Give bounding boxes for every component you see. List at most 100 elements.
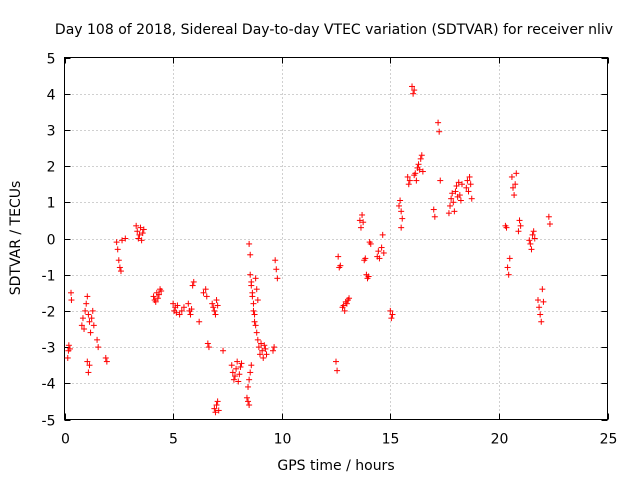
data-point	[102, 354, 109, 361]
data-point	[117, 268, 124, 275]
data-point	[357, 224, 364, 231]
data-point	[466, 173, 473, 180]
data-point	[233, 365, 240, 372]
data-point	[94, 336, 101, 343]
grid	[64, 57, 608, 420]
data-point	[213, 402, 220, 409]
data-point	[451, 208, 458, 215]
data-point	[411, 87, 418, 94]
data-point	[430, 206, 437, 213]
data-point	[246, 376, 253, 383]
data-point	[90, 322, 97, 329]
plot-frame	[64, 57, 608, 420]
data-point	[249, 293, 256, 300]
data-point	[335, 253, 342, 260]
data-point	[409, 83, 416, 90]
data-point	[185, 300, 192, 307]
data-point	[254, 336, 261, 343]
data-point	[119, 237, 126, 244]
data-point	[333, 358, 339, 365]
chart-title: Day 108 of 2018, Sidereal Day-to-day VTE…	[55, 22, 613, 38]
data-point	[271, 344, 278, 351]
data-point	[534, 297, 541, 304]
data-point	[251, 318, 258, 325]
data-point	[252, 322, 259, 329]
data-point	[452, 188, 459, 195]
data-point	[398, 208, 405, 215]
data-point	[530, 228, 537, 235]
data-point	[387, 307, 394, 314]
data-point	[404, 173, 411, 180]
data-point	[85, 369, 92, 376]
data-point	[203, 293, 210, 300]
data-point	[82, 307, 89, 314]
data-point	[256, 351, 263, 358]
data-point	[116, 264, 123, 271]
data-point	[450, 199, 457, 206]
data-point	[214, 398, 221, 405]
data-point	[229, 369, 236, 376]
data-point	[246, 402, 253, 409]
data-point	[405, 181, 412, 188]
data-point	[465, 188, 472, 195]
data-point	[536, 304, 543, 311]
data-point	[150, 293, 157, 300]
data-point	[245, 398, 252, 405]
y-axis-label: SDTVAR / TECUs	[8, 181, 24, 296]
data-point	[155, 291, 162, 298]
x-tick-label: 5	[169, 432, 178, 448]
data-point	[158, 287, 165, 294]
data-point	[379, 231, 386, 238]
data-point	[526, 237, 533, 244]
data-point	[447, 202, 454, 209]
data-point	[334, 367, 341, 374]
y-tick-label: 3	[47, 124, 56, 140]
data-point	[388, 315, 395, 322]
data-point	[122, 235, 129, 242]
data-point	[228, 362, 235, 369]
y-tick-label: -4	[42, 377, 56, 393]
data-point	[337, 262, 344, 269]
data-point	[210, 304, 217, 311]
data-point	[135, 235, 142, 242]
data-point	[66, 345, 73, 352]
data-point	[412, 170, 419, 177]
data-point	[133, 222, 140, 229]
data-point	[435, 119, 442, 126]
data-point	[467, 181, 474, 188]
data-point	[455, 179, 462, 186]
data-point	[531, 235, 538, 242]
data-point	[389, 311, 396, 318]
data-point	[215, 407, 222, 414]
data-point	[103, 358, 110, 365]
data-point	[230, 376, 237, 383]
data-point	[237, 364, 244, 371]
data-point	[448, 195, 455, 202]
data-point	[360, 219, 367, 226]
data-point	[65, 342, 72, 349]
data-point	[510, 184, 517, 191]
data-point	[86, 318, 93, 325]
data-point	[115, 257, 122, 264]
data-point	[189, 282, 196, 289]
data-point	[545, 213, 552, 220]
x-tick-label: 0	[61, 432, 70, 448]
data-point	[174, 302, 181, 309]
data-point	[250, 300, 257, 307]
data-point	[270, 347, 277, 354]
data-point	[375, 248, 382, 255]
data-point	[204, 340, 211, 347]
data-points	[64, 83, 553, 416]
data-point	[232, 373, 239, 380]
data-point	[212, 311, 219, 318]
data-point	[504, 264, 511, 271]
data-point	[365, 273, 372, 280]
data-point	[436, 128, 443, 135]
data-point	[253, 286, 260, 293]
data-point	[202, 286, 209, 293]
data-point	[527, 240, 534, 247]
data-point	[247, 271, 254, 278]
data-point	[83, 300, 90, 307]
data-point	[196, 318, 203, 325]
data-point	[506, 255, 513, 262]
